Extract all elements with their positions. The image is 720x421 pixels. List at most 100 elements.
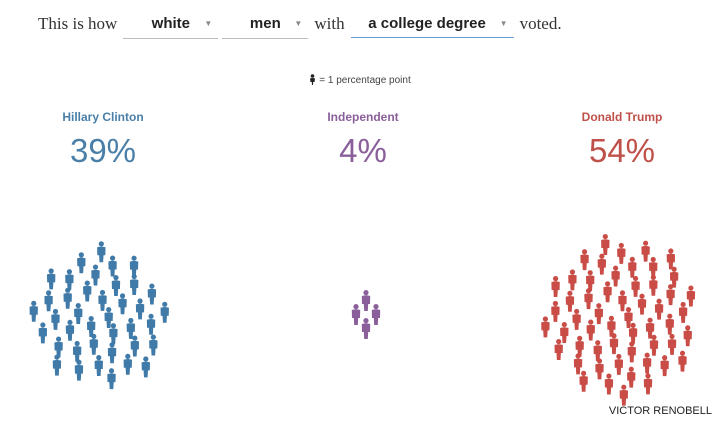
race-dropdown[interactable]: white ▼: [123, 10, 219, 39]
person-icon: [44, 290, 53, 312]
person-icon: [160, 301, 169, 323]
person-icon: [108, 255, 117, 277]
person-icon: [572, 308, 581, 330]
chevron-down-icon: ▼: [499, 19, 508, 28]
gender-dropdown[interactable]: men ▼: [222, 10, 309, 39]
person-icon: [667, 333, 677, 355]
person-icon: [310, 74, 316, 85]
person-icon: [565, 290, 575, 312]
person-icon: [601, 233, 610, 255]
person-icon: [74, 359, 84, 381]
person-icon: [52, 354, 62, 376]
person-icon: [586, 319, 595, 341]
person-icon: [607, 315, 616, 337]
person-icon: [107, 342, 117, 364]
person-icon: [109, 323, 118, 345]
person-icon: [63, 287, 72, 309]
person-icon: [129, 273, 139, 295]
person-icon: [54, 336, 63, 358]
person-icon: [628, 322, 638, 344]
education-dropdown-value: a college degree: [368, 15, 486, 32]
person-icon: [46, 268, 56, 290]
race-dropdown-value: white: [151, 15, 191, 32]
chevron-down-icon: ▼: [294, 18, 303, 28]
person-icon: [107, 368, 116, 390]
person-icon: [74, 302, 83, 324]
person-icon: [595, 358, 604, 380]
person-icon: [126, 317, 136, 339]
gender-dropdown-value: men: [249, 15, 281, 32]
independent-percent: 4%: [339, 132, 387, 169]
person-icon: [86, 316, 96, 338]
person-icon: [568, 269, 577, 291]
person-icon: [618, 290, 627, 312]
person-icon: [149, 334, 158, 356]
person-icon: [141, 356, 151, 378]
person-icon: [98, 289, 107, 311]
legend: = 1 percentage point: [0, 74, 720, 86]
person-icon: [129, 255, 139, 277]
person-icon: [627, 366, 636, 388]
person-icon: [665, 313, 674, 335]
person-icon: [641, 240, 650, 262]
person-icon: [614, 353, 624, 375]
person-icon: [118, 293, 127, 315]
person-icon: [361, 318, 371, 339]
person-icon: [678, 350, 687, 372]
person-icon: [594, 303, 604, 325]
photo-credit: VICTOR RENOBELL: [608, 405, 712, 417]
clinton-percent: 39%: [69, 132, 137, 169]
person-icon: [573, 353, 583, 375]
person-icon: [586, 270, 595, 292]
person-icon: [130, 335, 140, 357]
person-icon: [147, 283, 157, 305]
person-icon: [631, 275, 640, 297]
person-icon: [628, 256, 637, 278]
clinton-name: Hillary Clinton: [62, 110, 144, 124]
sentence-with: with: [314, 14, 345, 33]
person-icon: [551, 276, 560, 298]
person-icon: [597, 253, 607, 275]
person-icon: [97, 241, 106, 263]
person-icon: [603, 281, 612, 303]
person-icon: [83, 280, 92, 302]
sentence-prefix: This is how: [38, 14, 118, 33]
person-icon: [146, 313, 156, 335]
person-icon: [649, 274, 658, 296]
person-icon: [65, 319, 75, 341]
filter-sentence: This is how white ▼ men ▼ with a college…: [38, 8, 566, 40]
person-icon: [541, 316, 550, 338]
person-icon: [643, 373, 653, 395]
trump-name: Donald Trump: [581, 110, 663, 124]
person-icon: [627, 341, 636, 363]
person-icon: [669, 266, 679, 288]
person-icon: [91, 264, 100, 286]
person-icon: [111, 275, 121, 297]
person-icon: [666, 248, 676, 270]
person-icon: [551, 300, 560, 322]
clinton-crowd: [29, 241, 169, 390]
trump-crowd: [541, 233, 696, 406]
person-icon: [77, 252, 86, 274]
trump-percent: 54%: [588, 132, 656, 169]
person-icon: [65, 269, 74, 291]
person-icon: [361, 290, 371, 311]
sentence-suffix: voted.: [519, 14, 562, 33]
person-icon: [580, 249, 589, 271]
person-icon: [593, 340, 602, 362]
person-icon: [351, 304, 361, 325]
person-icon: [686, 285, 696, 307]
person-icon: [584, 288, 593, 310]
person-icon: [624, 307, 633, 328]
person-icon: [611, 265, 620, 287]
person-icon: [72, 340, 82, 362]
person-icon: [617, 242, 626, 264]
education-dropdown[interactable]: a college degree ▼: [350, 10, 514, 38]
person-icon: [654, 298, 664, 320]
person-icon: [678, 301, 688, 323]
person-icon: [666, 284, 675, 306]
person-icon: [560, 321, 569, 343]
person-icon: [135, 298, 145, 320]
person-icon: [649, 334, 659, 356]
